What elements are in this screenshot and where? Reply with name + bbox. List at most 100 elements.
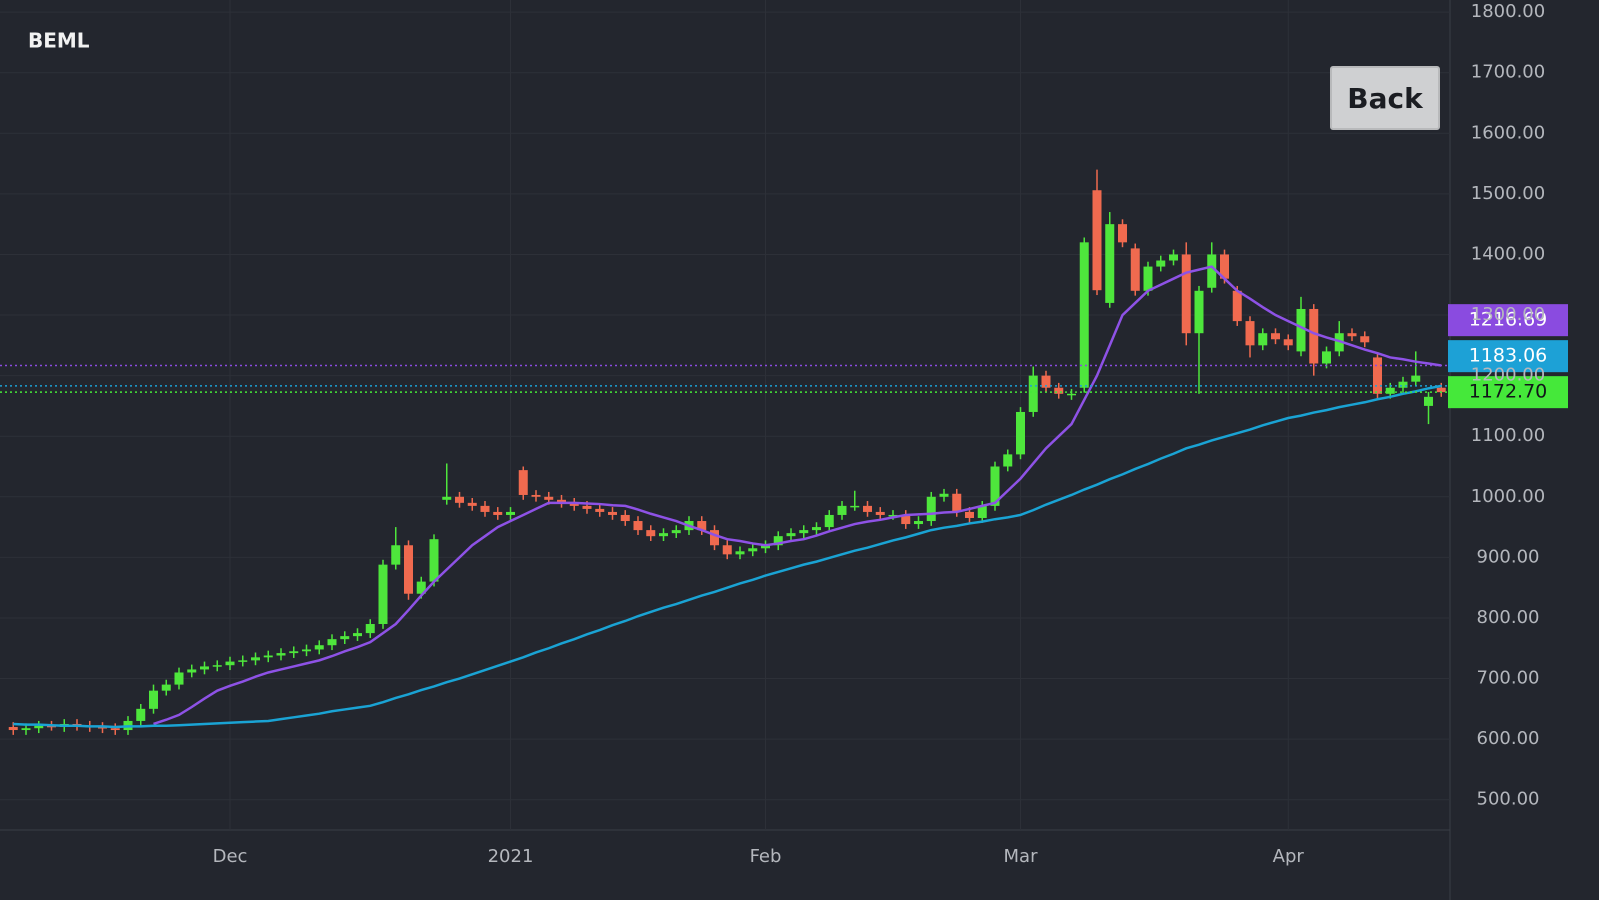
y-tick-label: 1700.00	[1471, 62, 1545, 83]
candle-body	[1232, 290, 1242, 322]
candle-body	[1436, 387, 1446, 393]
candle-body	[799, 530, 809, 534]
candle-body	[837, 505, 847, 515]
x-tick-label: Mar	[1004, 846, 1039, 867]
candle-body	[21, 728, 31, 731]
candle-body	[378, 564, 388, 625]
candle-body	[8, 727, 18, 731]
candle-body	[1309, 308, 1319, 364]
candle-body	[633, 521, 643, 531]
candle-body	[1258, 333, 1268, 346]
candle-body	[722, 545, 732, 555]
y-tick-label: 800.00	[1477, 607, 1540, 628]
candle-body	[429, 539, 439, 582]
price-tag-label: 1183.06	[1469, 345, 1548, 367]
candle-body	[697, 521, 707, 531]
y-tick-label: 1300.00	[1471, 304, 1545, 325]
price-tags: 1216.69 1183.06 1172.70	[0, 304, 1568, 409]
price-tag	[1448, 340, 1568, 373]
candle-body	[480, 505, 490, 512]
candle-body	[1067, 393, 1076, 396]
y-tick-label: 500.00	[1477, 789, 1540, 810]
candle-body	[506, 511, 515, 515]
price-tag-label: 1216.69	[1469, 309, 1548, 331]
candle-body	[455, 496, 464, 503]
candle-body	[98, 727, 107, 729]
candle-body	[671, 530, 681, 534]
moving-average-line	[13, 384, 1442, 729]
candle-body	[1207, 254, 1217, 288]
candle-body	[977, 505, 987, 518]
candle-body	[901, 514, 911, 525]
y-tick-label: 600.00	[1477, 728, 1540, 749]
candle-body	[251, 657, 260, 661]
x-tick-label: 2021	[488, 846, 534, 867]
candle-body	[646, 530, 656, 537]
candle-body	[990, 466, 1000, 506]
candle-body	[1385, 387, 1395, 394]
candle-body	[442, 496, 452, 500]
x-tick-label: Feb	[750, 846, 782, 867]
y-tick-label: 1800.00	[1471, 1, 1545, 22]
y-tick-label: 1000.00	[1471, 486, 1545, 507]
candle-body	[467, 502, 477, 506]
candle-body	[1105, 224, 1115, 303]
candle-body	[1118, 224, 1127, 243]
candle-body	[1398, 381, 1408, 388]
candle-body	[174, 672, 184, 685]
candle-body	[1245, 321, 1255, 346]
candle-body	[493, 511, 503, 515]
candle-body	[1041, 375, 1051, 388]
candle-body	[187, 669, 197, 673]
candle-body	[1003, 454, 1013, 467]
candle-body	[1054, 387, 1064, 394]
candle-body	[314, 645, 324, 650]
candle-body	[353, 633, 362, 637]
candle-body	[1194, 290, 1204, 334]
candle-body	[965, 511, 974, 518]
candle-body	[914, 521, 923, 525]
candle-body	[200, 666, 209, 670]
candle-body	[939, 493, 949, 497]
candle-body	[136, 708, 146, 721]
candle-body	[1079, 242, 1089, 388]
candle-body	[149, 690, 158, 709]
x-tick-label: Apr	[1273, 846, 1305, 867]
back-button[interactable]: Back	[1330, 66, 1440, 130]
candle-body	[544, 496, 554, 500]
candle-body	[1016, 411, 1025, 455]
candle-body	[1296, 308, 1306, 352]
candle-body	[1347, 333, 1357, 337]
candle-body	[518, 470, 528, 495]
candle-body	[1181, 254, 1191, 334]
y-tick-label: 1400.00	[1471, 243, 1545, 264]
y-tick-label: 1500.00	[1471, 183, 1545, 204]
candle-body	[1092, 190, 1102, 291]
candle-body	[1156, 260, 1166, 267]
candle-body	[773, 536, 783, 546]
candle-body	[582, 505, 592, 509]
x-tick-label: Dec	[213, 846, 248, 867]
y-tick-label: 700.00	[1477, 668, 1540, 689]
candle-body	[926, 496, 936, 522]
candle-body	[1322, 351, 1331, 364]
grid	[0, 0, 1450, 830]
price-tag	[1448, 376, 1568, 409]
candle-body	[1424, 396, 1433, 406]
plot	[8, 169, 1446, 735]
candle-body	[47, 725, 56, 728]
candle-body	[1283, 339, 1293, 346]
candle-body	[875, 511, 885, 515]
candle-body	[1143, 266, 1153, 291]
candle-body	[1028, 375, 1038, 412]
candle-body	[110, 728, 120, 731]
candle-body	[761, 545, 770, 549]
candle-body	[238, 660, 248, 662]
candle-body	[786, 533, 796, 537]
candle-body	[327, 639, 337, 646]
candle-body	[595, 508, 605, 512]
candle-body	[1360, 336, 1370, 343]
candle-body	[850, 505, 860, 508]
